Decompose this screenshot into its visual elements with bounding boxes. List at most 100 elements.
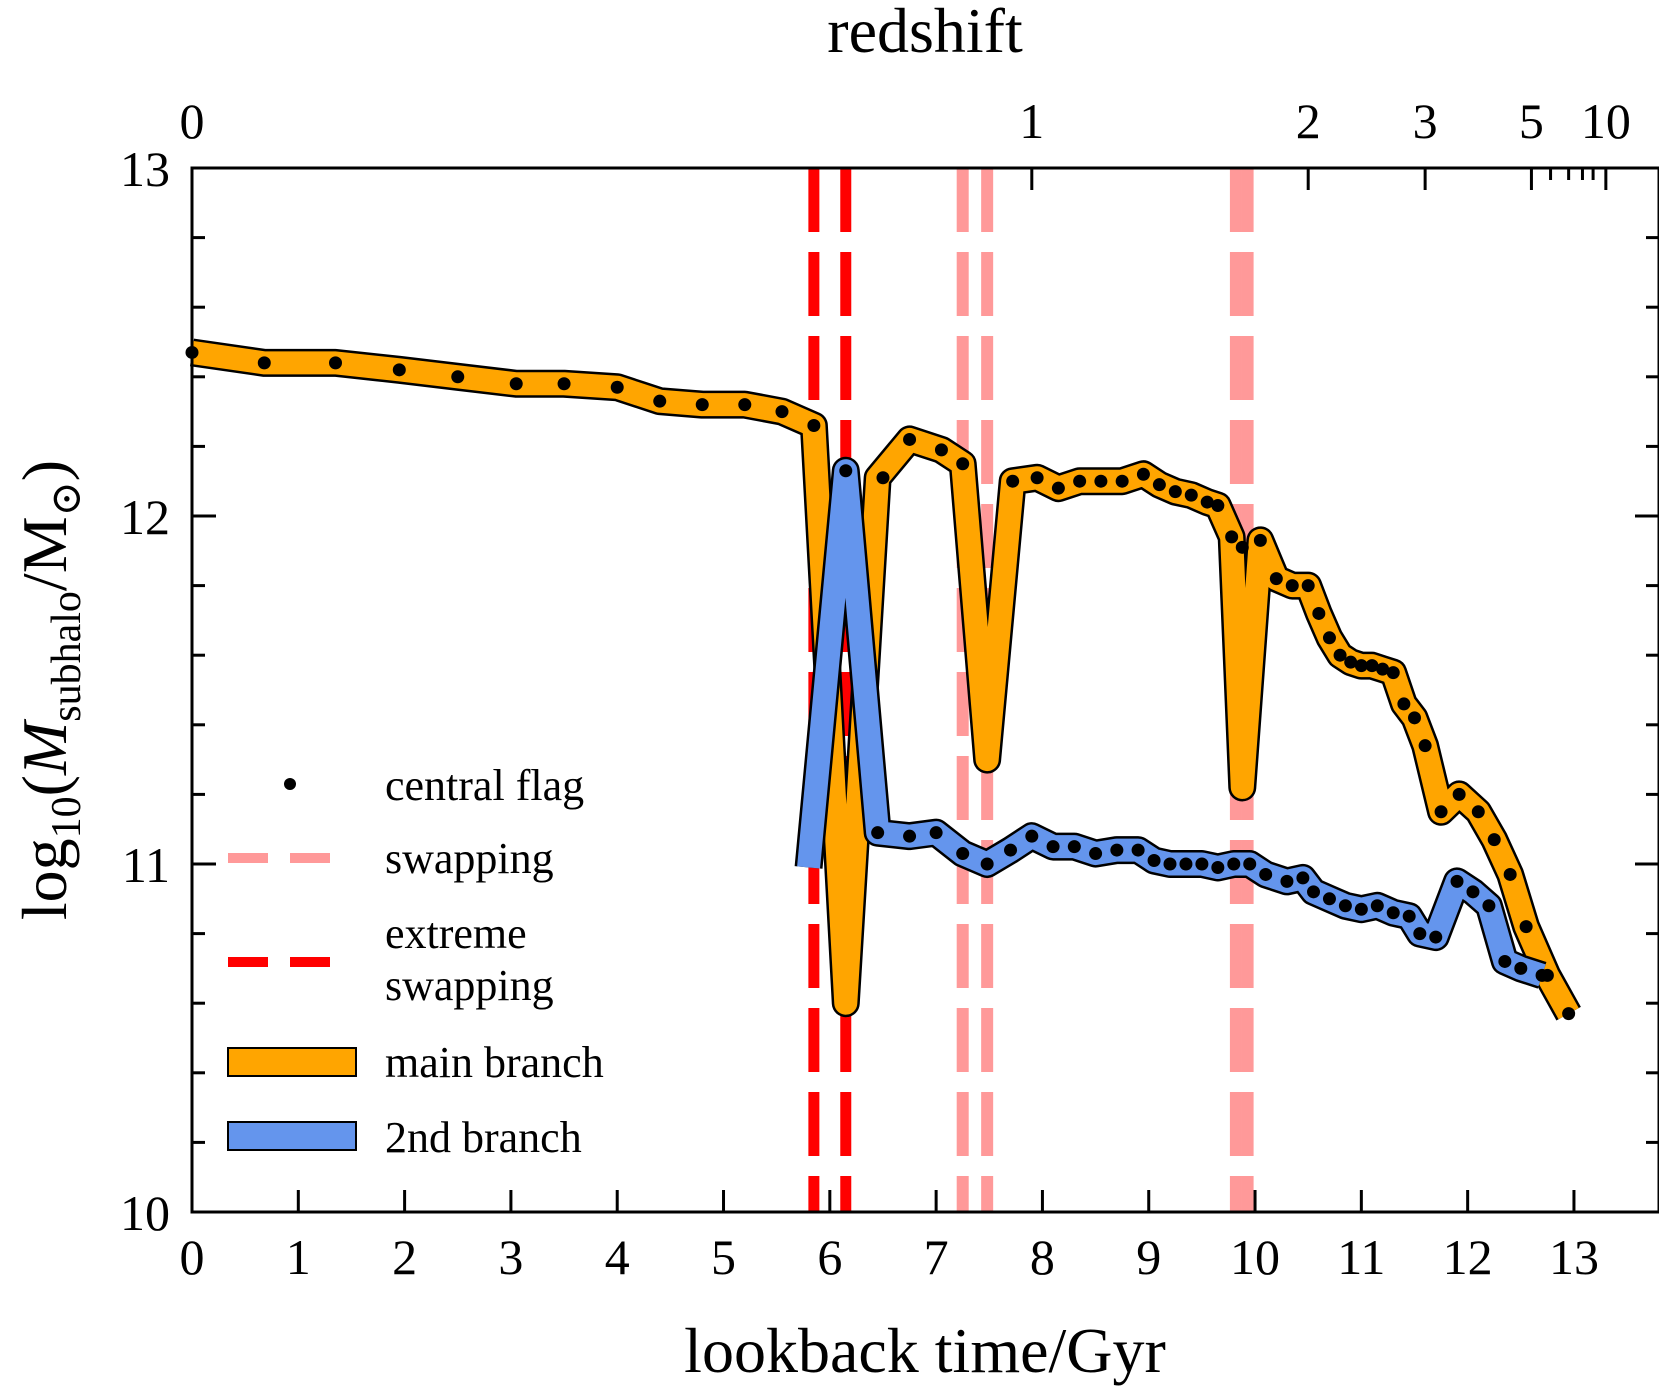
central-flag-dot xyxy=(1386,666,1400,680)
2nd-branch-line xyxy=(797,459,1546,987)
central-flag-dot xyxy=(1094,474,1108,488)
central-flag-dot xyxy=(903,829,917,843)
central-flag-dot xyxy=(1338,899,1352,913)
x-tick-label: 4 xyxy=(605,1229,630,1285)
y-axis-title: log10(Msubhalo/M⊙) xyxy=(9,460,90,920)
central-flag-dot xyxy=(1322,892,1336,906)
central-flag-dot xyxy=(1131,843,1145,857)
central-flag-dot xyxy=(929,826,943,840)
central-flag-dot xyxy=(956,457,970,471)
central-flag-dot xyxy=(980,857,994,871)
central-flag-dot xyxy=(775,405,789,419)
central-flag-dot xyxy=(1269,572,1283,586)
central-flag-dot xyxy=(1225,530,1239,544)
central-flag-dot xyxy=(738,398,752,412)
central-flag-dot xyxy=(1365,659,1379,673)
central-flag-dot xyxy=(1450,874,1464,888)
central-flag-dot xyxy=(1046,840,1060,854)
central-flag-dot xyxy=(1452,787,1466,801)
central-flag-dot xyxy=(695,398,709,412)
x-axis-title: lookback time/Gyr xyxy=(684,1315,1166,1386)
x-tick-label: 9 xyxy=(1136,1229,1161,1285)
central-flag-dot xyxy=(1067,840,1081,854)
central-flag-dot xyxy=(329,356,343,370)
y-tick-label: 13 xyxy=(120,141,170,197)
central-flag-dot xyxy=(1370,899,1384,913)
x-tick-label: 7 xyxy=(924,1229,949,1285)
central-flag-dot xyxy=(1301,579,1315,593)
central-flag-dot xyxy=(1280,874,1294,888)
central-flag-dot xyxy=(1397,697,1411,711)
central-flag-dot xyxy=(1168,485,1182,499)
central-flag-dot xyxy=(1073,474,1087,488)
central-flag-dot xyxy=(1333,648,1347,662)
x-tick-label: 1 xyxy=(286,1229,311,1285)
central-flag-dot xyxy=(1184,488,1198,502)
central-flag-dot xyxy=(1354,659,1368,673)
central-flag-dot xyxy=(1089,847,1103,861)
central-flag-dot xyxy=(1296,871,1310,885)
central-flag-dot xyxy=(1253,533,1267,547)
plot-frame xyxy=(190,166,1659,1214)
top-tick-label: 5 xyxy=(1519,93,1544,149)
central-flag-dot xyxy=(1562,1007,1576,1021)
legend: central flag swapping extreme swapping m… xyxy=(227,761,604,1162)
central-flag-dot xyxy=(1503,867,1517,881)
x-tick-label: 3 xyxy=(498,1229,523,1285)
legend-second-marker xyxy=(227,1121,357,1151)
central-flag-dot xyxy=(1136,467,1150,481)
central-flag-dot xyxy=(1418,739,1432,753)
central-flag-dot xyxy=(1211,860,1225,874)
y-tick-label: 12 xyxy=(120,489,170,545)
central-flag-dot xyxy=(1408,711,1421,725)
top-tick-label: 1 xyxy=(1019,93,1044,149)
x-tick-label: 5 xyxy=(711,1229,736,1285)
y-title-log: log xyxy=(9,838,80,920)
legend-main-marker xyxy=(227,1047,357,1077)
central-flag-dot xyxy=(1163,857,1177,871)
central-flag-dot xyxy=(1402,909,1416,923)
central-flag-dot xyxy=(1211,499,1225,513)
central-flag-dot xyxy=(1004,843,1018,857)
x-tick-label: 0 xyxy=(180,1229,205,1285)
y-title-sub: 10 xyxy=(44,796,90,838)
central-flag-dot xyxy=(257,356,271,370)
central-flag-dot xyxy=(1514,961,1528,975)
central-flag-dot xyxy=(1386,906,1400,920)
central-flag-dot xyxy=(1243,857,1257,871)
central-flag-dot xyxy=(610,380,624,394)
central-flag-dot xyxy=(1179,857,1193,871)
central-flag-dot xyxy=(451,370,465,384)
central-flag-dot xyxy=(1354,902,1368,916)
legend-swapping: swapping xyxy=(385,834,554,883)
central-flag-dot xyxy=(807,419,821,433)
central-flag-dot xyxy=(1413,927,1427,941)
x-tick-label: 13 xyxy=(1549,1229,1599,1285)
central-flag-dot xyxy=(653,394,667,408)
central-flag-dot xyxy=(1312,606,1326,620)
central-flag-dot xyxy=(1147,854,1161,868)
central-flag-dot xyxy=(871,826,885,840)
y-title-m: M xyxy=(9,718,80,776)
central-flag-dot xyxy=(1051,481,1065,495)
central-flag-dot xyxy=(1376,662,1390,676)
top-tick-label: 3 xyxy=(1413,93,1438,149)
central-flag-dot xyxy=(1195,857,1209,871)
central-flag-dot xyxy=(1471,805,1485,819)
central-flag-dot xyxy=(1259,867,1273,881)
legend-extreme-1: extreme xyxy=(385,909,527,958)
legend-central-flag: central flag xyxy=(385,761,584,810)
x-tick-label: 6 xyxy=(817,1229,842,1285)
central-flag-dot xyxy=(1322,631,1336,645)
x-tick-label: 2 xyxy=(392,1229,417,1285)
central-flag-dot xyxy=(1152,478,1166,492)
x-tick-label: 10 xyxy=(1230,1229,1280,1285)
central-flag-dot xyxy=(1235,540,1249,554)
y-title-close: ) xyxy=(9,460,80,481)
central-flag-dot xyxy=(1006,474,1020,488)
central-flag-dot xyxy=(1227,857,1241,871)
x-tick-label: 8 xyxy=(1030,1229,1055,1285)
y-title-slash: /M xyxy=(9,516,80,591)
